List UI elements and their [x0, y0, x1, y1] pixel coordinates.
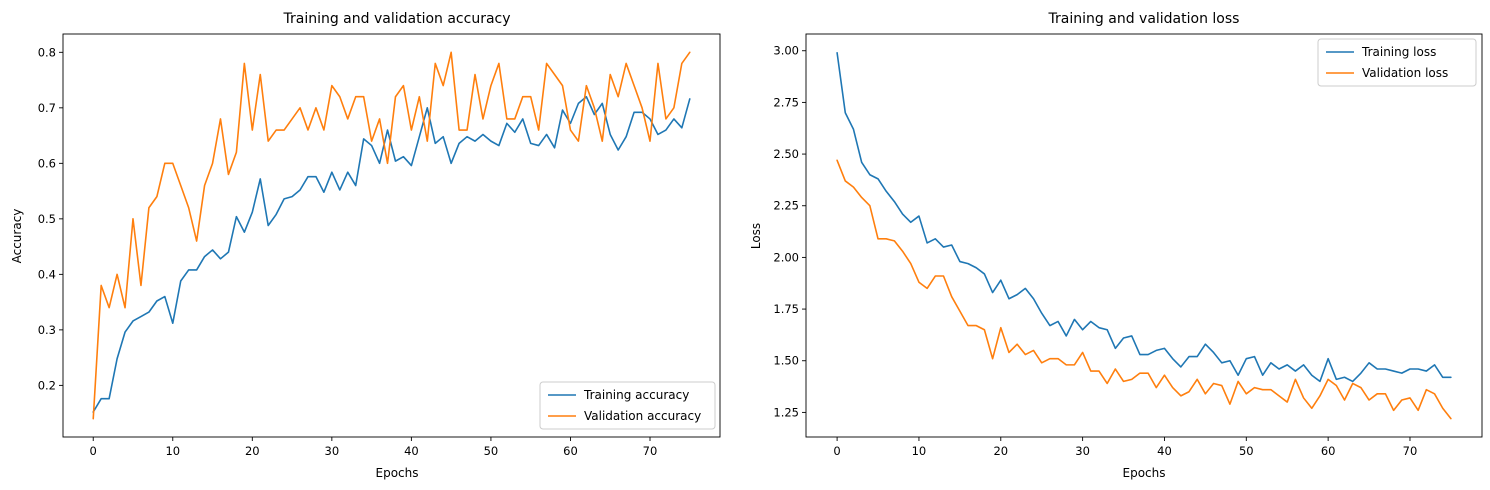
- chart-title: Training and validation loss: [1048, 11, 1240, 27]
- plot-frame: [62, 33, 721, 438]
- x-tick-label: 40: [1157, 444, 1172, 458]
- y-tick-label: 1.75: [773, 302, 799, 316]
- y-axis-label: Loss: [749, 223, 763, 249]
- y-tick-label: 0.4: [38, 267, 56, 281]
- y-tick-label: 0.3: [38, 323, 56, 337]
- x-tick-label: 30: [325, 444, 340, 458]
- y-tick-label: 2.25: [773, 199, 799, 213]
- x-axis-label: Epochs: [1123, 466, 1166, 480]
- series-line-validation: [836, 159, 1452, 420]
- y-tick-label: 0.7: [38, 101, 56, 115]
- plot-frame: [805, 33, 1483, 438]
- x-tick-label: 40: [404, 444, 419, 458]
- chart-title: Training and validation accuracy: [282, 11, 510, 27]
- series-layer: [92, 51, 691, 420]
- y-tick-label: 0.6: [38, 156, 56, 170]
- legend: Training accuracy Validation accuracy: [539, 381, 716, 430]
- x-axis-label: Epochs: [376, 466, 419, 480]
- y-tick-label: 0.2: [38, 378, 56, 392]
- legend-label-validation: Validation accuracy: [584, 409, 701, 423]
- y-tick-label: 1.25: [773, 405, 799, 419]
- x-tick-label: 0: [833, 444, 840, 458]
- legend-label-training: Training accuracy: [583, 388, 689, 402]
- tick-layer: 0 10 20 30 40 50 60 70 1.25 1.50 1.75 2.00 2.25 2.50 2…: [773, 44, 1417, 458]
- x-tick-label: 20: [993, 444, 1008, 458]
- loss-chart: Training and validation loss Epochs Loss…: [749, 11, 1483, 480]
- x-tick-label: 50: [1239, 444, 1254, 458]
- series-line-training: [836, 52, 1452, 383]
- y-tick-label: 0.8: [38, 45, 56, 59]
- y-tick-label: 2.00: [773, 250, 799, 264]
- y-tick-label: 0.5: [38, 212, 56, 226]
- x-tick-label: 20: [245, 444, 260, 458]
- y-axis-label: Accuracy: [10, 209, 24, 264]
- series-line-training: [92, 95, 691, 413]
- x-tick-label: 70: [643, 444, 658, 458]
- x-tick-label: 60: [1321, 444, 1336, 458]
- y-tick-label: 2.75: [773, 95, 799, 109]
- legend-box: [539, 381, 716, 430]
- y-tick-label: 1.50: [773, 354, 799, 368]
- x-tick-label: 10: [165, 444, 180, 458]
- x-tick-label: 50: [484, 444, 499, 458]
- tick-layer: 0 10 20 30 40 50 60 70 0.2 0.3 0.4 0.5 0.6 0.7 0.8: [38, 45, 658, 458]
- accuracy-chart: Training and validation accuracy Epochs …: [10, 11, 721, 480]
- x-tick-label: 30: [1075, 444, 1090, 458]
- x-tick-label: 70: [1403, 444, 1418, 458]
- series-line-validation: [92, 51, 691, 420]
- legend-label-training: Training loss: [1361, 45, 1436, 59]
- x-tick-label: 10: [912, 444, 927, 458]
- x-tick-label: 0: [90, 444, 97, 458]
- series-layer: [836, 52, 1452, 420]
- legend-label-validation: Validation loss: [1362, 66, 1448, 80]
- legend: Training loss Validation loss: [1317, 38, 1477, 87]
- legend-box: [1317, 38, 1477, 87]
- y-tick-label: 2.50: [773, 147, 799, 161]
- x-tick-label: 60: [563, 444, 578, 458]
- y-tick-label: 3.00: [773, 44, 799, 58]
